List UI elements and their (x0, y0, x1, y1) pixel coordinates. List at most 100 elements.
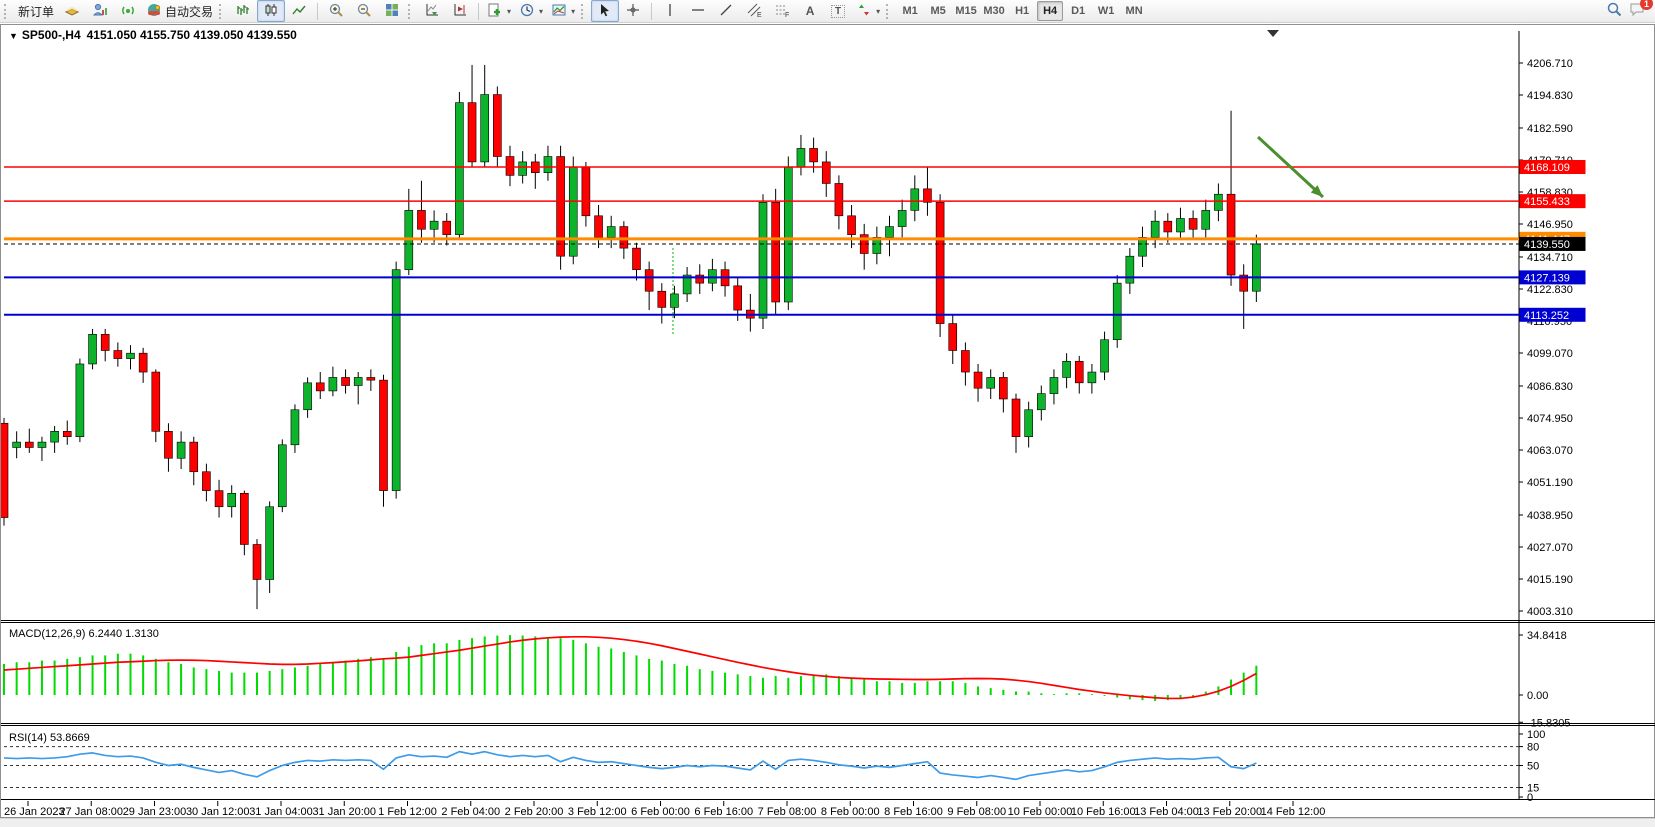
text-label-icon: T (831, 4, 846, 18)
candle-body (100, 334, 110, 351)
time-tick-label: 31 Jan 04:00 (249, 806, 313, 818)
timeframe-toolbar: M1 M5 M15 M30 H1 H4 D1 W1 MN (896, 1, 1148, 21)
candle-body (1100, 339, 1109, 373)
macd-tick-label: 34.8418 (1527, 630, 1567, 642)
profile-icon (92, 2, 108, 21)
timeframe-H4[interactable]: H4 (1037, 1, 1064, 21)
candle-body (1150, 220, 1160, 238)
candle-body (75, 363, 85, 438)
timeframe-W1[interactable]: W1 (1097, 5, 1115, 17)
candle-body (379, 379, 388, 491)
price-tick-label: 4146.950 (1527, 219, 1573, 231)
timeframe-M15[interactable]: M15 (955, 5, 977, 17)
price-chart-canvas[interactable]: 4206.7104194.8304182.5904170.7104158.830… (1, 25, 1655, 819)
text-button[interactable]: A (796, 0, 824, 22)
timeframe-MN[interactable]: MN (1125, 5, 1143, 17)
candle-body (227, 492, 236, 508)
candle-body (632, 247, 641, 270)
candle-body (796, 148, 806, 168)
tile-windows-icon (384, 2, 400, 21)
journal-icon (64, 2, 80, 21)
candle-body (252, 544, 262, 580)
candle-body (733, 285, 743, 311)
journal-button[interactable] (58, 0, 86, 22)
profiles-button[interactable] (86, 0, 114, 22)
horizontal-line-button[interactable] (684, 0, 712, 22)
candle-body (682, 274, 692, 295)
chart-window[interactable]: ▼ SP500-,H4 4151.050 4155.750 4139.050 413… (0, 24, 1655, 818)
candle-body (543, 156, 553, 173)
rsi-tick-label: 15 (1527, 783, 1539, 795)
candle-body (973, 371, 983, 389)
bar-chart-button[interactable] (229, 0, 257, 22)
bar-chart-icon (235, 2, 251, 21)
candle-body (581, 166, 591, 217)
crosshair-button[interactable] (619, 0, 647, 22)
chart-shift-button[interactable] (446, 0, 474, 22)
search-icon[interactable] (1606, 1, 1623, 21)
timeframe-H1[interactable]: H1 (1015, 5, 1030, 17)
timeframe-M1[interactable]: M1 (902, 5, 918, 17)
candle-body (37, 441, 47, 448)
svg-text:E: E (757, 12, 762, 18)
vertical-line-button[interactable] (656, 0, 684, 22)
period-button[interactable]: ▾ (515, 0, 547, 22)
templates-button[interactable]: ▾ (547, 0, 579, 22)
candle-body (670, 293, 679, 308)
chart-ohlc-values: 4151.050 4155.750 4139.050 4139.550 (86, 28, 297, 42)
timeframe-M5[interactable]: M5 (930, 5, 946, 17)
time-tick-label: 2 Feb 20:00 (505, 806, 564, 818)
candle-body (1163, 220, 1173, 233)
candle-body (417, 210, 426, 230)
time-tick-label: 9 Feb 08:00 (947, 806, 1006, 818)
price-tick-label: 4206.710 (1527, 58, 1573, 70)
candle-body (202, 471, 211, 491)
candle-body (1252, 243, 1261, 292)
candle-body (1176, 218, 1185, 233)
candle-body (783, 166, 793, 303)
candle-body (126, 352, 135, 359)
new-chart-button[interactable]: ▾ (483, 0, 515, 22)
trend-arrow-line (1256, 135, 1325, 199)
tile-windows-button[interactable] (378, 0, 406, 22)
auto-scroll-button[interactable] (418, 0, 446, 22)
zoom-in-button[interactable] (322, 0, 350, 22)
notifications-button[interactable]: 1 (1629, 0, 1653, 21)
window-bottom-strip (0, 818, 1655, 827)
fibonacci-button[interactable]: F (768, 0, 796, 22)
channel-button[interactable]: E (740, 0, 768, 22)
notification-badge: 1 (1640, 0, 1653, 10)
candle-body (834, 183, 844, 217)
time-tick-label: 26 Jan 2023 (4, 806, 65, 818)
trend-arrow-head (1310, 185, 1323, 197)
trendline-button[interactable] (712, 0, 740, 22)
zoom-out-button[interactable] (350, 0, 378, 22)
cursor-button[interactable] (591, 0, 620, 22)
new-order-label: 新订单 (18, 4, 55, 19)
line-chart-icon (291, 2, 307, 21)
arrows-button[interactable]: ▾ (852, 0, 884, 22)
signal-button[interactable] (114, 0, 142, 22)
candle-body (948, 323, 958, 351)
toolbar-grip (219, 3, 225, 19)
main-toolbar: 新订单 自动交易 ▾ ▾ ▾ (0, 0, 1655, 23)
timeframe-M30[interactable]: M30 (983, 5, 1005, 17)
chart-collapse-icon[interactable]: ▼ (9, 31, 18, 41)
candle-body (923, 188, 932, 203)
dropdown-caret-icon: ▾ (571, 6, 576, 16)
new-order-button[interactable]: 新订单 (14, 0, 58, 22)
price-tag-label: 4127.139 (1524, 272, 1570, 284)
candle-body (353, 377, 363, 386)
auto-trading-button[interactable]: 自动交易 (142, 0, 217, 22)
candle-body (935, 202, 945, 324)
candle-body (113, 350, 123, 359)
chart-shift-icon (452, 2, 468, 21)
line-chart-button[interactable] (285, 0, 313, 22)
candle-body (1049, 377, 1059, 394)
text-label-button[interactable]: T (824, 0, 852, 22)
candle-body (277, 444, 287, 508)
time-tick-label: 29 Jan 23:00 (123, 806, 187, 818)
timeframe-D1[interactable]: D1 (1071, 5, 1086, 17)
rsi-label: RSI(14) 53.8669 (9, 732, 90, 744)
candlestick-chart-button[interactable] (257, 0, 286, 22)
